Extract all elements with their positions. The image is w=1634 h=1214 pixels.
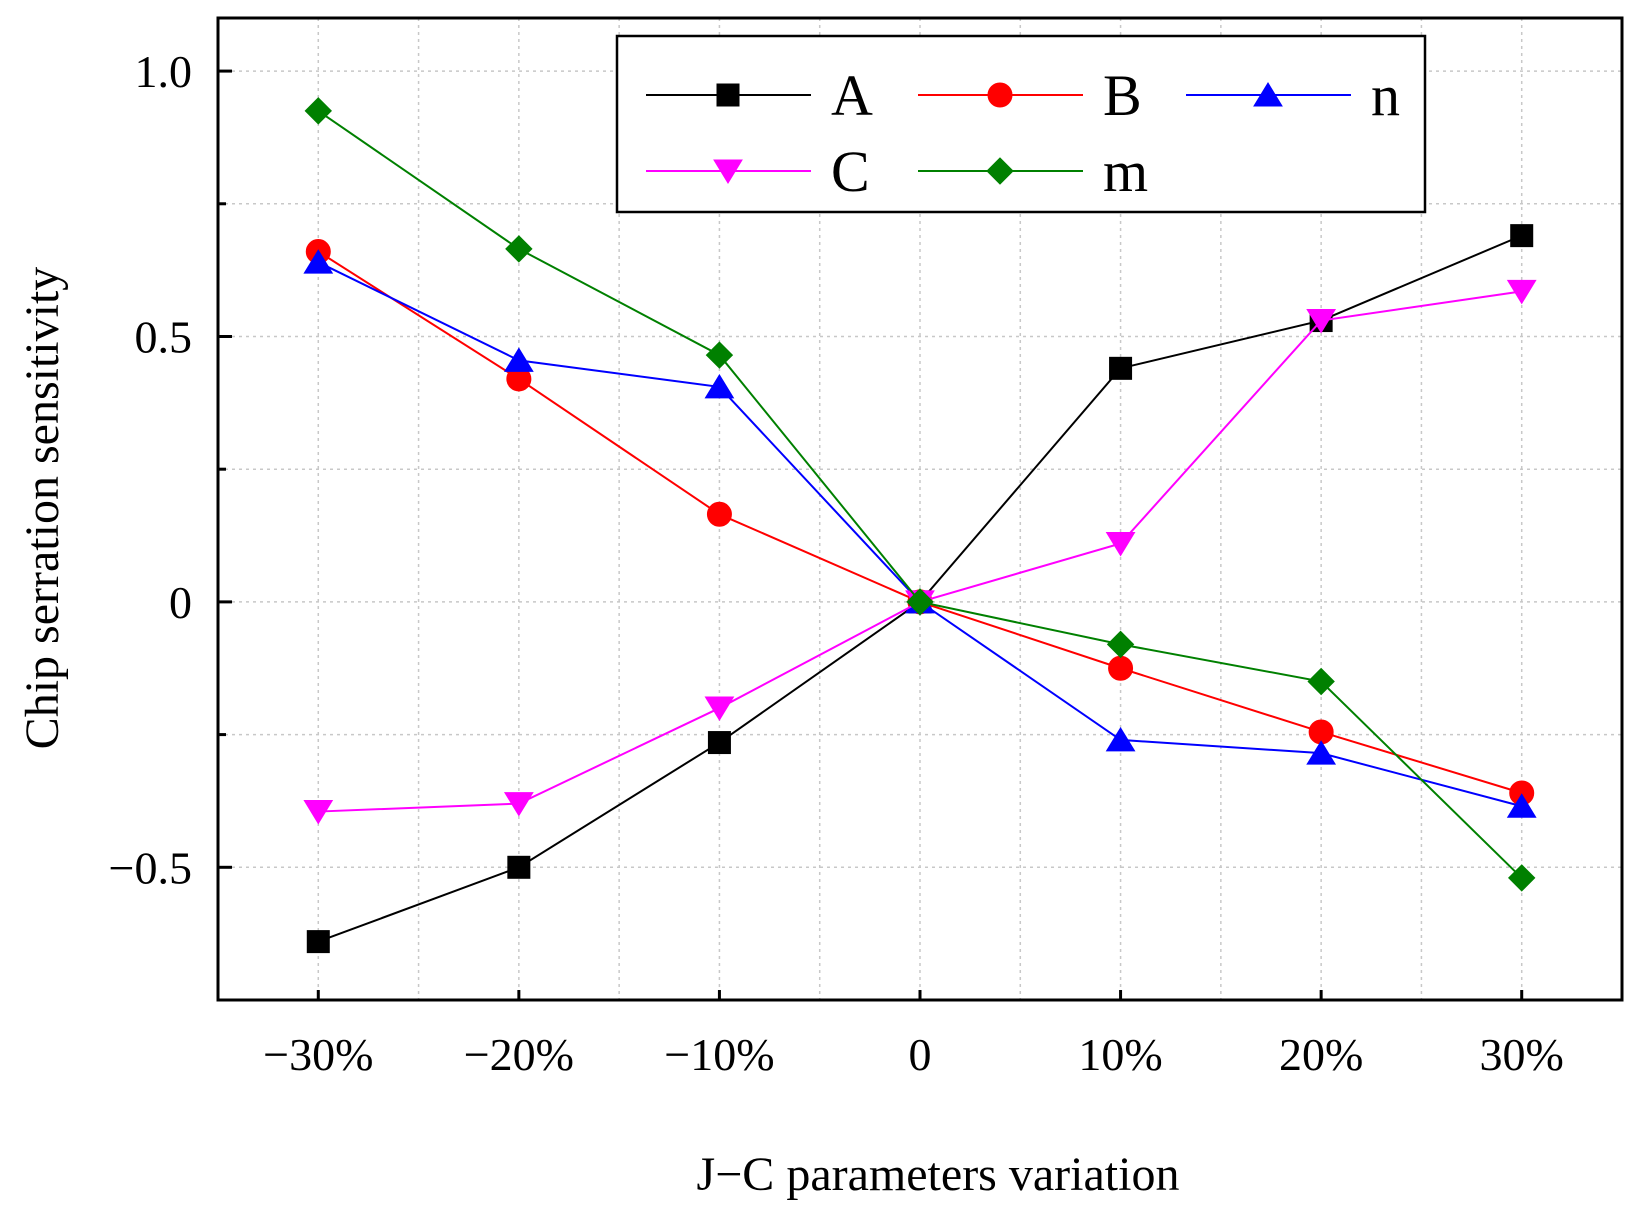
y-tick-label: 0 — [169, 577, 192, 628]
data-point-C — [503, 792, 534, 817]
legend-marker-m — [986, 157, 1014, 185]
x-tick-label: −10% — [664, 1029, 774, 1080]
legend-item-C: C — [646, 139, 870, 204]
legend-item-B: B — [918, 63, 1142, 128]
y-tick-label: 1.0 — [135, 46, 193, 97]
data-point-A — [1510, 224, 1534, 248]
legend-item-m: m — [918, 139, 1148, 204]
legend-box — [615, 34, 1427, 214]
y-axis-title: Chip serration sensitivity — [16, 267, 69, 750]
data-point-n — [303, 249, 334, 274]
data-point-m — [1307, 667, 1335, 696]
legend-label-n: n — [1371, 63, 1400, 128]
data-point-m — [505, 235, 533, 263]
series-m — [304, 97, 1536, 892]
series-layer — [303, 97, 1537, 954]
data-point-n — [704, 373, 735, 399]
x-tick-label: −30% — [263, 1029, 373, 1080]
data-point-B — [1108, 655, 1134, 681]
legend-marker-B — [987, 82, 1013, 108]
x-tick-label: 20% — [1279, 1029, 1363, 1080]
data-point-n — [1105, 726, 1136, 752]
data-point-C — [303, 800, 334, 825]
data-point-m — [304, 97, 332, 125]
legend-label-C: C — [831, 139, 870, 204]
legend-item-n: n — [1186, 63, 1400, 128]
data-point-C — [1105, 532, 1136, 557]
legend-marker-A — [716, 83, 740, 107]
legend-label-A: A — [831, 63, 873, 128]
data-point-m — [1508, 864, 1536, 892]
data-point-A — [306, 930, 330, 954]
data-point-A — [707, 731, 731, 755]
x-axis-title: J−C parameters variation — [697, 1148, 1180, 1201]
x-tick-label: 0 — [909, 1029, 932, 1080]
data-point-n — [1506, 793, 1537, 818]
x-tick-label: 10% — [1078, 1029, 1162, 1080]
y-tick-label: 0.5 — [135, 311, 193, 362]
data-point-C — [1506, 279, 1537, 305]
x-tick-label: −20% — [464, 1029, 574, 1080]
data-point-A — [507, 855, 531, 879]
data-point-n — [503, 347, 534, 372]
x-tick-label: 30% — [1480, 1029, 1564, 1080]
legend-label-m: m — [1103, 139, 1148, 204]
axes: −30% −20% −10% 0 10% 20% 30% −0.5 0 0.5 1.0 — [109, 46, 1564, 1080]
legend-item-A: A — [646, 63, 873, 128]
legend-label-B: B — [1103, 63, 1142, 128]
data-point-B — [706, 501, 732, 527]
y-tick-label: −0.5 — [109, 842, 192, 893]
legend-marker-C — [713, 159, 743, 184]
data-point-A — [1109, 356, 1133, 380]
data-point-n — [1306, 740, 1337, 765]
data-point-m — [705, 341, 734, 369]
data-point-C — [1306, 309, 1337, 334]
series-line-n — [317, 261, 1522, 808]
data-point-m — [1106, 630, 1135, 659]
legend-marker-n — [1253, 82, 1283, 107]
data-point-C — [704, 696, 735, 722]
data-point-m — [906, 588, 934, 616]
